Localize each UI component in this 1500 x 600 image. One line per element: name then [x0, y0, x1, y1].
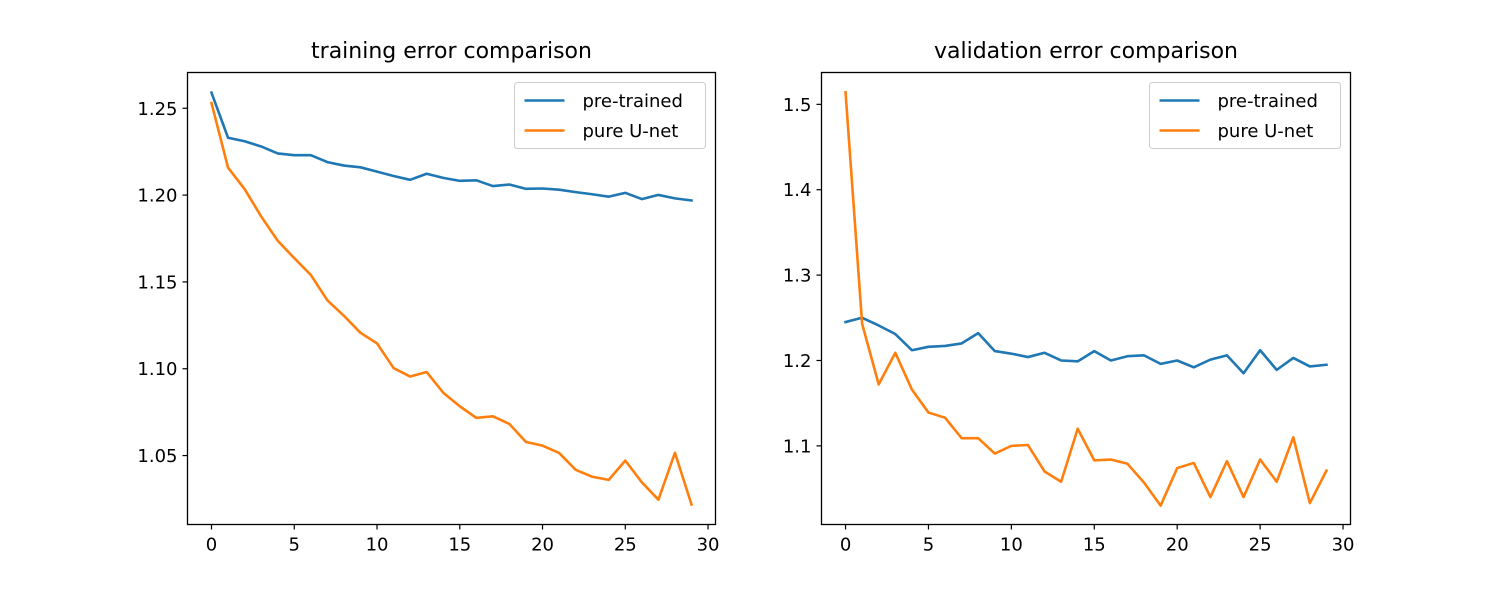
training-x-tick-label: 15	[448, 535, 471, 556]
validation-series-line-pre-trained	[843, 316, 1328, 375]
validation-x-tick-label: 0	[840, 535, 851, 556]
validation-legend: pre-trained pure U-net	[1149, 82, 1341, 149]
validation-x-tick-label: 15	[1083, 535, 1106, 556]
validation-y-tick-label: 1.3	[783, 266, 812, 287]
validation-x-tick-label: 10	[1000, 535, 1023, 556]
validation-x-tick-label: 5	[923, 535, 934, 556]
validation-x-tick-label: 25	[1249, 535, 1272, 556]
training-legend-box	[514, 82, 706, 149]
training-series-line-pre-trained	[209, 90, 693, 202]
training-legend-label-pre-trained: pre-trained	[583, 91, 683, 112]
training-legend-label-pure-unet: pure U-net	[583, 121, 679, 142]
validation-y-tick-label: 1.5	[783, 95, 812, 116]
training-chart-title: training error comparison	[311, 39, 592, 64]
training-y-tick-label: 1.15	[137, 272, 177, 293]
validation-series-line-pure-unet	[844, 91, 1329, 507]
validation-y-tick-label: 1.1	[783, 436, 812, 457]
validation-legend-box	[1149, 82, 1341, 149]
validation-x-tick-label: 30	[1332, 535, 1355, 556]
training-x-tick-label: 0	[206, 535, 217, 556]
validation-chart-title: validation error comparison	[934, 39, 1238, 64]
training-y-tick-label: 1.05	[137, 446, 177, 467]
training-x-tick-label: 25	[614, 535, 637, 556]
validation-legend-label-pure-unet: pure U-net	[1218, 121, 1314, 142]
validation-y-tick-label: 1.4	[783, 180, 812, 201]
validation-y-tick-label: 1.2	[783, 351, 812, 372]
validation-legend-label-pre-trained: pre-trained	[1218, 91, 1318, 112]
training-y-tick-label: 1.20	[137, 186, 177, 207]
validation-axes-frame	[820, 71, 1352, 526]
training-x-tick-label: 20	[531, 535, 554, 556]
training-x-tick-label: 30	[697, 535, 720, 556]
training-y-tick-label: 1.10	[137, 359, 177, 380]
training-error-chart: training error comparison 0 5 10 15 20 25 30 1.0…	[137, 39, 719, 556]
training-x-tick-label: 10	[366, 535, 389, 556]
training-legend: pre-trained pure U-net	[514, 82, 706, 149]
validation-x-tick-label: 20	[1166, 535, 1189, 556]
validation-error-chart: validation error comparison 0 5 10 15 20 25 30 1…	[783, 39, 1355, 556]
training-axes-frame	[186, 71, 717, 526]
training-series-line-pure-unet	[209, 101, 694, 507]
training-x-tick-label: 5	[289, 535, 300, 556]
training-y-tick-label: 1.25	[137, 99, 177, 120]
